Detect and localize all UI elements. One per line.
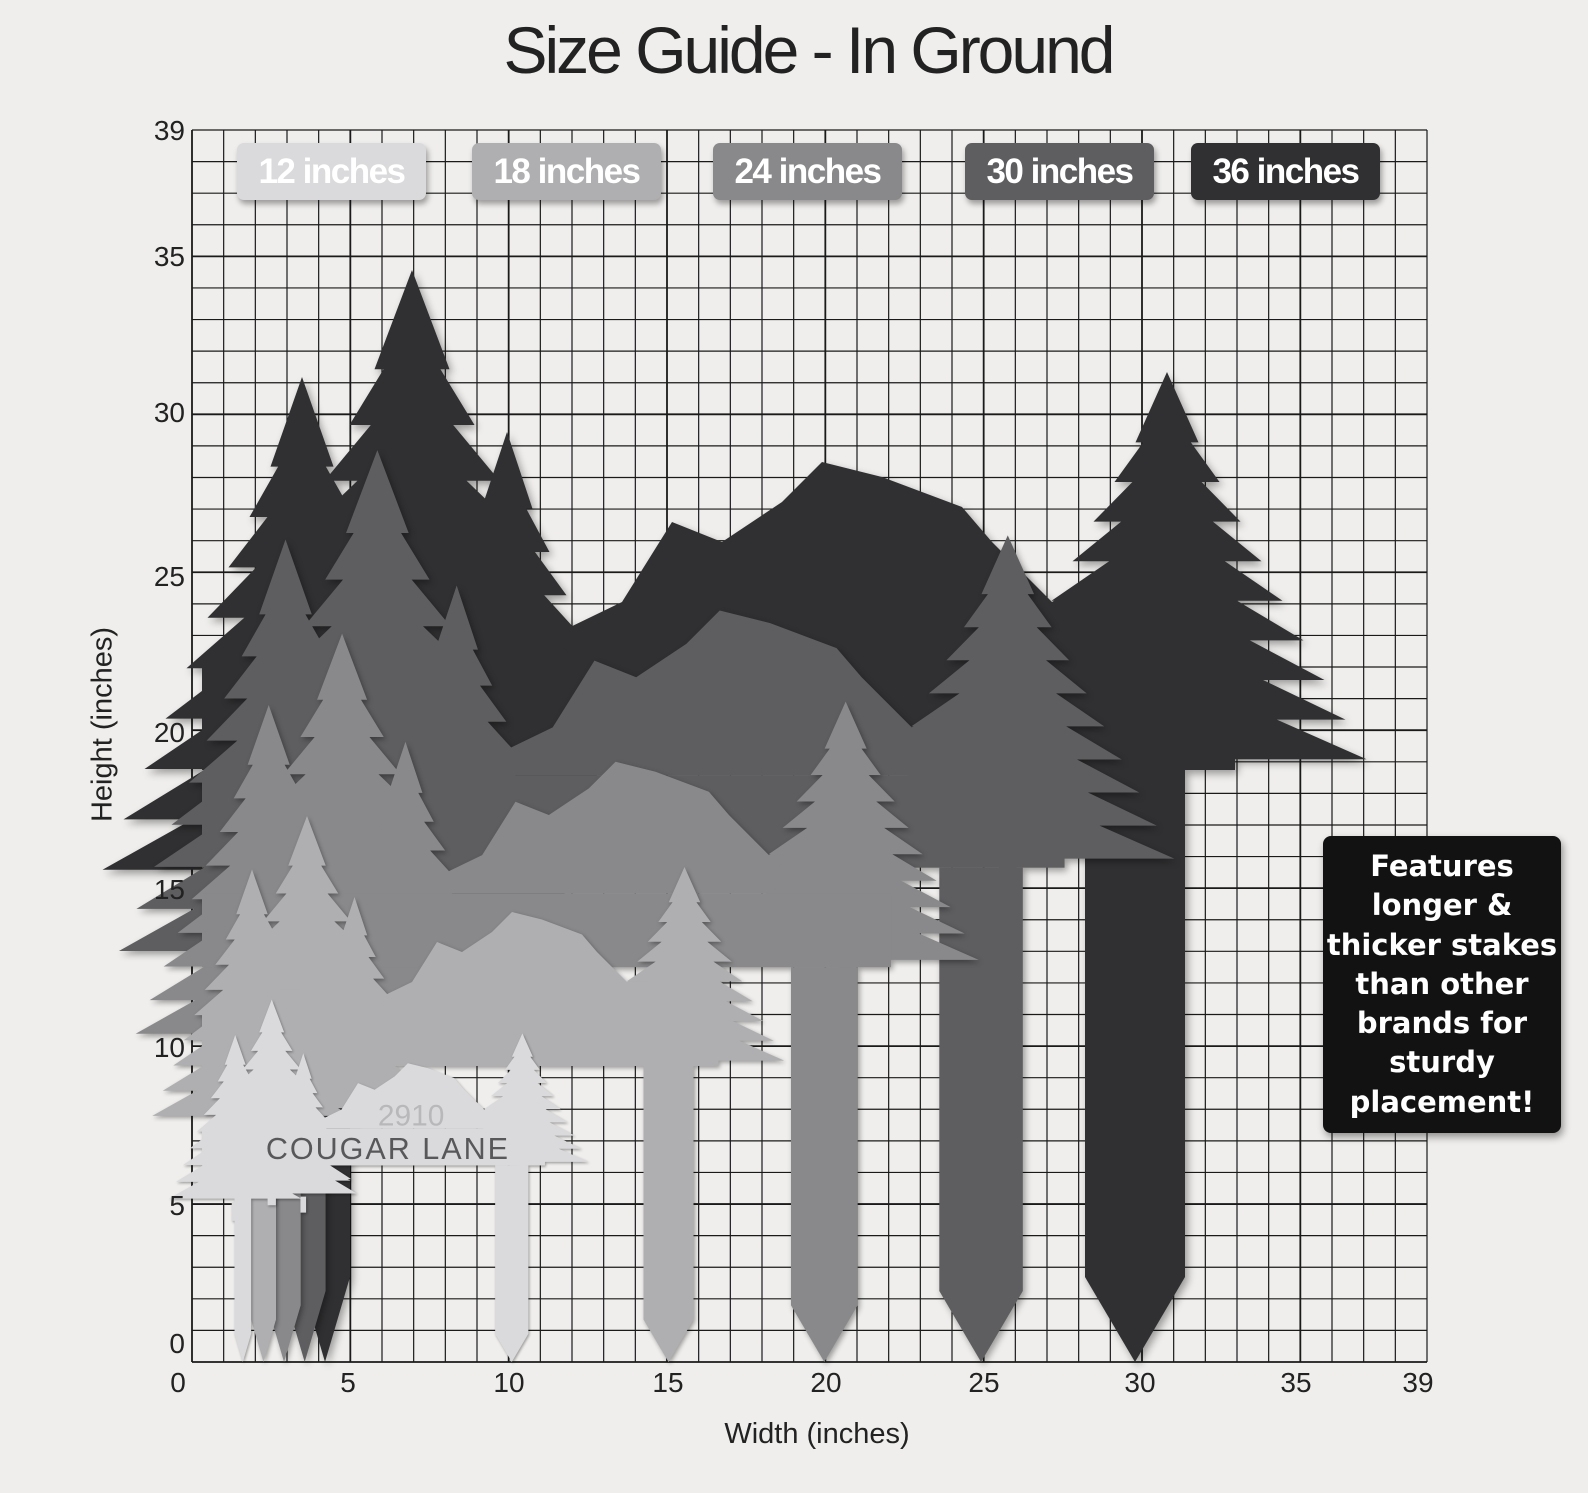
size-label-12: 12 inches [237,143,426,200]
right-stake [790,967,858,1362]
callout-line: thicker stakes [1326,927,1558,962]
x-tick-label: 5 [340,1367,356,1398]
right-stake [643,1066,694,1362]
stakes-callout: Features longer & thicker stakes than ot… [1323,836,1561,1133]
street-name-cutout: COUGAR LANE [266,1132,510,1166]
page-title: Size Guide - In Ground [503,13,1115,87]
x-tick-label: 10 [493,1367,525,1398]
callout-line: Features [1370,848,1514,883]
y-tick-label: 5 [169,1190,185,1221]
x-tick-label: 25 [968,1367,1000,1398]
x-tick-label: 35 [1280,1367,1312,1398]
x-tick-label: 30 [1124,1367,1156,1398]
x-tick-label: 39 [1402,1367,1434,1398]
mountain-silhouette [352,912,719,1011]
callout-line: longer & [1371,888,1513,923]
mountain-silhouette [502,462,1235,660]
y-tick-label: 10 [153,1032,185,1063]
right-stake [939,867,1023,1362]
size-label-30: 30 inches [965,143,1154,200]
size-label-24: 24 inches [713,143,902,200]
x-axis-label: Width (inches) [724,1418,910,1450]
left-stake [234,1165,252,1362]
right-stake [495,1165,529,1362]
mountain-silhouette [402,761,892,894]
callout-line: placement! [1349,1084,1535,1119]
size-label-18: 18 inches [472,143,661,200]
x-tick-label: 0 [170,1367,186,1398]
y-tick-label: 30 [153,397,185,428]
sign-18-inches [152,816,785,1362]
callout-line: than other [1355,966,1529,1001]
y-axis-label: Height (inches) [86,626,119,823]
callout-line: sturdy [1389,1045,1495,1080]
size-label-36: 36 inches [1191,143,1380,200]
mountain-silhouette [301,1063,545,1129]
x-tick-label: 20 [810,1367,842,1398]
x-tick-label: 15 [652,1367,684,1398]
right-stake [1085,770,1185,1362]
callout-line: brands for [1356,1006,1528,1041]
sign-panel [202,1128,545,1166]
house-number: 2910 [378,1100,444,1133]
y-tick-label: 39 [153,115,185,146]
y-tick-label: 20 [153,717,185,748]
y-tick-label: 0 [169,1328,185,1359]
mountain-silhouette [452,610,1065,776]
y-tick-label: 35 [153,241,185,272]
y-tick-label: 15 [153,874,185,905]
y-tick-label: 25 [153,561,185,592]
